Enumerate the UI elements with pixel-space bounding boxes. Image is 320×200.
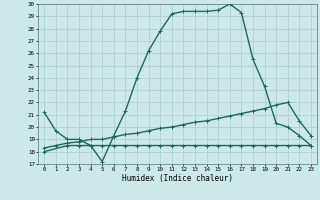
X-axis label: Humidex (Indice chaleur): Humidex (Indice chaleur) [122,174,233,183]
